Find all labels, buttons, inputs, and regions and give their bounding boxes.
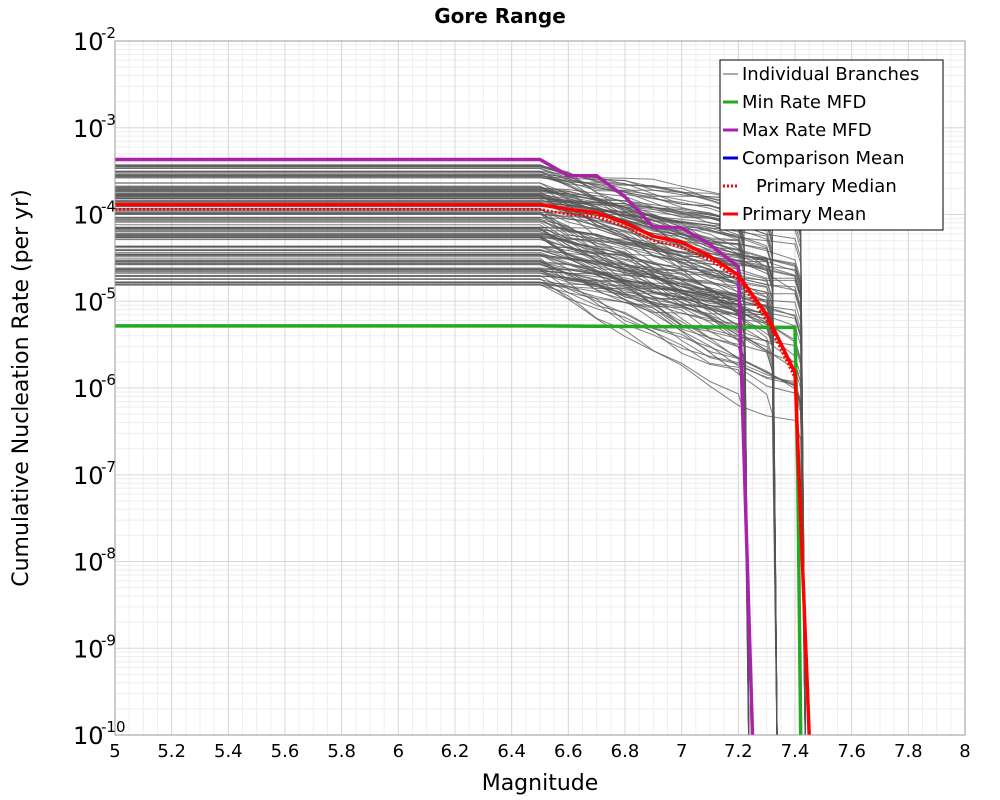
branch-line xyxy=(115,165,778,735)
x-tick-label: 5.2 xyxy=(157,741,186,762)
legend: Individual Branches Min Rate MFD Max Rate … xyxy=(719,59,944,231)
chart-title: Gore Range xyxy=(434,4,566,28)
y-tick-exponent: -6 xyxy=(101,371,116,389)
x-tick-label: 6 xyxy=(393,741,404,762)
y-tick-base: 10 xyxy=(73,375,104,403)
x-tick-label: 7.4 xyxy=(781,741,810,762)
legend-label: Min Rate MFD xyxy=(742,92,866,113)
branch-line xyxy=(115,207,778,735)
branch-line xyxy=(115,234,778,735)
branch-line xyxy=(115,283,749,735)
branch-line xyxy=(115,213,778,735)
x-axis-label: Magnitude xyxy=(482,771,599,796)
y-tick-exponent: -3 xyxy=(101,111,116,129)
legend-label: Max Rate MFD xyxy=(742,120,872,141)
y-tick-base: 10 xyxy=(73,115,104,143)
branch-line xyxy=(115,168,750,735)
x-tick-label: 5 xyxy=(109,741,120,762)
y-tick-base: 10 xyxy=(73,28,104,56)
branch-line xyxy=(115,284,778,735)
branch-line xyxy=(115,192,778,735)
x-tick-label: 8 xyxy=(959,741,970,762)
branch-line xyxy=(115,270,806,735)
y-tick-base: 10 xyxy=(73,722,104,750)
legend-label: Primary Mean xyxy=(742,204,866,225)
x-tick-label: 5.8 xyxy=(327,741,356,762)
branch-line xyxy=(115,281,778,735)
series-lines xyxy=(115,157,811,735)
y-tick-exponent: -10 xyxy=(101,718,126,736)
x-tick-label: 6.4 xyxy=(497,741,526,762)
y-tick-base: 10 xyxy=(73,549,104,577)
x-tick-label: 6.6 xyxy=(554,741,583,762)
legend-label: Comparison Mean xyxy=(742,148,905,169)
y-tick-exponent: -5 xyxy=(101,284,116,302)
y-axis-label: Cumulative Nucleation Rate (per yr) xyxy=(9,189,34,587)
series-line-min-rate-mfd xyxy=(115,324,803,735)
y-tick-base: 10 xyxy=(73,462,104,490)
branch-line xyxy=(115,188,806,735)
y-tick-exponent: -8 xyxy=(101,545,116,563)
branch-line xyxy=(115,200,750,735)
legend-label: Primary Median xyxy=(756,176,897,197)
plot-frame xyxy=(114,40,966,736)
branch-line xyxy=(115,237,778,735)
y-tick-exponent: -9 xyxy=(101,631,116,649)
legend-box xyxy=(719,59,944,231)
x-tick-label: 6.2 xyxy=(441,741,470,762)
branch-line xyxy=(115,237,778,735)
branch-line xyxy=(115,229,778,735)
branch-line xyxy=(115,251,806,735)
series-line-primary-median xyxy=(115,207,811,735)
x-tick-label: 5.4 xyxy=(214,741,243,762)
series-line-primary-mean xyxy=(115,202,811,735)
x-tick-label: 5.6 xyxy=(271,741,300,762)
x-tick-label: 7.8 xyxy=(894,741,923,762)
legend-label: Individual Branches xyxy=(742,64,919,85)
y-tick-base: 10 xyxy=(73,635,104,663)
x-tick-label: 6.8 xyxy=(611,741,640,762)
y-tick-exponent: -4 xyxy=(101,198,116,216)
y-tick-base: 10 xyxy=(73,288,104,316)
branch-line xyxy=(115,217,806,735)
y-tick-exponent: -7 xyxy=(101,458,116,476)
x-tick-label: 7 xyxy=(676,741,687,762)
branch-line xyxy=(115,281,806,735)
y-tick-base: 10 xyxy=(73,202,104,230)
x-tick-label: 7.2 xyxy=(724,741,753,762)
y-tick-exponent: -2 xyxy=(101,24,116,42)
branch-line xyxy=(115,187,778,735)
x-tick-label: 7.6 xyxy=(837,741,866,762)
branch-line xyxy=(115,234,806,735)
branch-line xyxy=(115,185,778,735)
series-line-max-rate-mfd xyxy=(115,157,755,735)
branch-line xyxy=(115,281,806,735)
branch-line xyxy=(115,192,750,735)
x-tick-labels: 5 5.2 5.4 5.6 5.8 6 6.2 6.4 6.6 6.8 7 7.2 7.4 7.6 7.8 8 xyxy=(109,741,970,762)
